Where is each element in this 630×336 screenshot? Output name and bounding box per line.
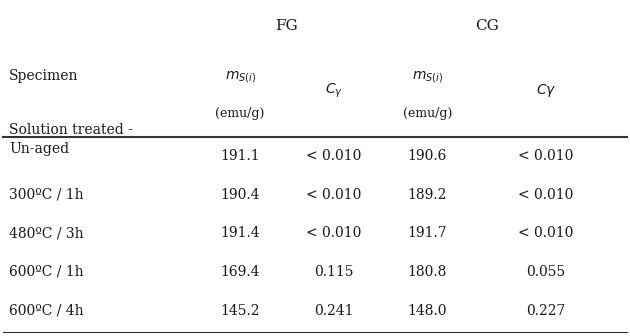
Text: < 0.010: < 0.010	[306, 187, 362, 202]
Text: Specimen: Specimen	[9, 69, 79, 83]
Text: $C\gamma$: $C\gamma$	[536, 82, 556, 99]
Text: FG: FG	[275, 19, 298, 33]
Text: 191.7: 191.7	[408, 226, 447, 240]
Text: 0.055: 0.055	[527, 265, 566, 279]
Text: 600ºC / 4h: 600ºC / 4h	[9, 304, 84, 318]
Text: 0.227: 0.227	[526, 304, 566, 318]
Text: (emu/g): (emu/g)	[215, 107, 265, 120]
Text: 300ºC / 1h: 300ºC / 1h	[9, 187, 84, 202]
Text: < 0.010: < 0.010	[306, 226, 362, 240]
Text: $m_{S(i)}$: $m_{S(i)}$	[412, 69, 443, 85]
Text: 480ºC / 3h: 480ºC / 3h	[9, 226, 84, 240]
Text: 190.4: 190.4	[220, 187, 260, 202]
Text: < 0.010: < 0.010	[518, 187, 574, 202]
Text: < 0.010: < 0.010	[518, 226, 574, 240]
Text: $m_{S(i)}$: $m_{S(i)}$	[224, 69, 256, 85]
Text: 191.1: 191.1	[220, 149, 260, 163]
Text: 148.0: 148.0	[408, 304, 447, 318]
Text: CG: CG	[475, 19, 499, 33]
Text: 0.115: 0.115	[314, 265, 353, 279]
Text: $C_{\gamma}$: $C_{\gamma}$	[325, 82, 343, 100]
Text: (emu/g): (emu/g)	[403, 107, 452, 120]
Text: 600ºC / 1h: 600ºC / 1h	[9, 265, 84, 279]
Text: 0.241: 0.241	[314, 304, 353, 318]
Text: 191.4: 191.4	[220, 226, 260, 240]
Text: 189.2: 189.2	[408, 187, 447, 202]
Text: 169.4: 169.4	[220, 265, 260, 279]
Text: < 0.010: < 0.010	[306, 149, 362, 163]
Text: Solution treated -
Un-aged: Solution treated - Un-aged	[9, 123, 133, 156]
Text: 190.6: 190.6	[408, 149, 447, 163]
Text: 180.8: 180.8	[408, 265, 447, 279]
Text: < 0.010: < 0.010	[518, 149, 574, 163]
Text: 145.2: 145.2	[220, 304, 260, 318]
